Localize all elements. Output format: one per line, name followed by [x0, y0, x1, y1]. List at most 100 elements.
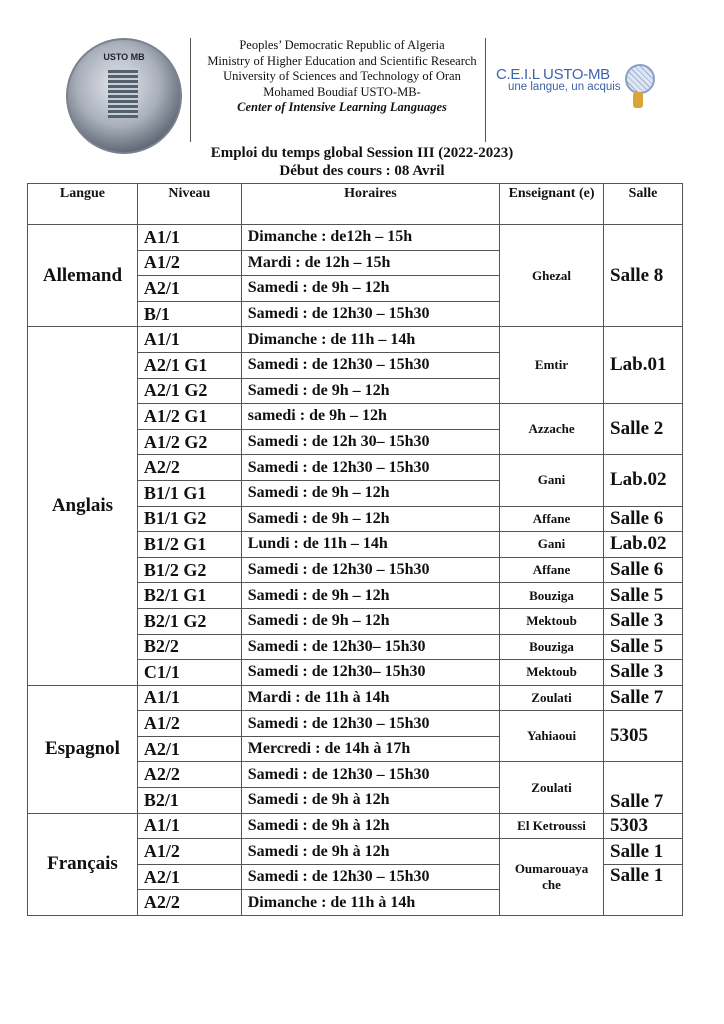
table-row: B/1 Samedi : de 12h30 – 15h30	[28, 300, 683, 328]
schedule-cell: samedi : de 9h – 12h	[240, 403, 501, 430]
ceil-slogan: une langue, un acquis	[508, 81, 621, 93]
schedule-cell: Samedi : de 9h – 12h	[240, 377, 501, 405]
room-cell: 5305	[603, 710, 683, 763]
level-cell: A1/2	[136, 249, 242, 277]
divider	[190, 38, 191, 142]
table-row: A2/2 Samedi : de 12h30 – 15h30 Zoulati Sall…	[28, 761, 683, 814]
room-cell: Salle 6	[603, 556, 683, 584]
header-line: Mohamed Boudiaf USTO-MB-	[263, 84, 421, 99]
level-cell: A2/1	[136, 735, 242, 763]
schedule-cell: Samedi : de 12h30 – 15h30	[240, 761, 501, 789]
room-cell: Lab.02	[603, 531, 683, 558]
schedule-cell: Mercredi : de 14h à 17h	[240, 735, 501, 763]
level-cell: A1/1	[136, 812, 242, 840]
schedule-cell: Samedi : de 12h30 – 15h30	[240, 710, 501, 737]
room-cell: Salle 6	[603, 505, 683, 533]
level-cell: A1/1	[136, 224, 242, 251]
level-cell: A2/1	[136, 863, 242, 891]
level-cell: A1/2 G1	[136, 403, 242, 430]
schedule-cell: Samedi : de 9h – 12h	[240, 479, 501, 507]
schedule-cell: Samedi : de 12h 30– 15h30	[240, 428, 501, 456]
table-row: Allemand A1/1 Dimanche : de12h – 15h Ghezal…	[27, 223, 683, 328]
level-cell: A2/1	[136, 275, 242, 302]
room-cell: Salle 5	[603, 633, 683, 661]
teacher-cell: Mektoub	[499, 607, 604, 635]
teacher-cell: Azzache	[499, 403, 604, 456]
atlas-figure-icon	[633, 92, 643, 108]
room-cell: Salle 2	[603, 403, 683, 456]
table-row: Anglais A1/1 Dimanche : de 11h – 14h Emtir L…	[27, 326, 683, 686]
table-row: A2/1 Samedi : de 9h – 12h	[28, 275, 683, 302]
table-row: C1/1 Samedi : de 12h30– 15h30 Mektoub Salle…	[28, 659, 683, 686]
header-niveau: Niveau	[136, 183, 242, 225]
level-cell: B2/1 G2	[136, 607, 242, 635]
header-salle: Salle	[603, 183, 683, 225]
teacher-cell: Bouziga	[499, 582, 604, 609]
language-cell: Espagnol	[27, 684, 138, 814]
level-cell: B1/1 G2	[136, 505, 242, 533]
table-row: A1/2 Mardi : de 12h – 15h	[28, 249, 683, 277]
schedule-cell: Samedi : de 9h à 12h	[240, 787, 501, 814]
header-langue: Langue	[27, 183, 138, 225]
schedule-cell: Samedi : de 9h à 12h	[240, 812, 501, 840]
level-cell: A1/2	[136, 838, 242, 865]
schedule-cell: Samedi : de 12h30– 15h30	[240, 659, 501, 686]
level-cell: A2/1 G1	[136, 351, 242, 379]
level-cell: A1/1	[136, 326, 242, 353]
table-row: B1/1 G2 Samedi : de 9h – 12h Affane Salle 6	[28, 505, 683, 533]
schedule-cell: Samedi : de 12h30 – 15h30	[240, 351, 501, 379]
room-cell: Salle 3	[603, 607, 683, 635]
language-cell: Allemand	[27, 223, 138, 328]
teacher-cell: Zoulati	[499, 761, 604, 814]
table-header-row: Langue Niveau Horaires Enseignant (e) Sa…	[27, 183, 683, 225]
language-cell: Anglais	[27, 326, 138, 686]
schedule-cell: Mardi : de 11h à 14h	[240, 684, 501, 712]
room-cell: Salle 7	[603, 684, 683, 712]
globe-icon	[625, 64, 655, 94]
level-cell: B1/2 G1	[136, 531, 242, 558]
table-row: A2/1 G1 Samedi : de 12h30 – 15h30	[28, 351, 683, 379]
institution-header: Peoples’ Democratic Republic of Algeria …	[200, 38, 484, 116]
room-cell: Salle 7	[603, 761, 683, 814]
level-cell: A2/2	[136, 889, 242, 917]
table-row: A2/2 Samedi : de 12h30 – 15h30 Gani Lab.02	[28, 454, 683, 507]
schedule-cell: Samedi : de 9h – 12h	[240, 582, 501, 609]
schedule-cell: Samedi : de 12h30 – 15h30	[240, 454, 501, 481]
teacher-cell: Ghezal	[499, 223, 604, 328]
page-title: Emploi du temps global Session III (2022…	[210, 145, 514, 161]
divider	[485, 38, 486, 142]
level-cell: B1/1 G1	[136, 479, 242, 507]
teacher-cell: Zoulati	[499, 684, 604, 712]
teacher-cell: Affane	[499, 505, 604, 533]
room-cell: Salle 1	[603, 838, 683, 865]
level-cell: B2/2	[136, 633, 242, 661]
level-cell: B2/1	[136, 787, 242, 814]
center-name: Center of Intensive Learning Languages	[237, 100, 447, 114]
table-row: B1/2 G1 Lundi : de 11h – 14h Gani Lab.02	[28, 531, 683, 558]
teacher-cell: Yahiaoui	[499, 710, 604, 763]
level-cell: B/1	[136, 300, 242, 328]
schedule-cell: Mardi : de 12h – 15h	[240, 249, 501, 277]
ceil-title: C.E.I.L USTO-MB	[496, 66, 610, 83]
table-row: A2/1 Mercredi : de 14h à 17h	[28, 735, 683, 763]
header-line: Peoples’ Democratic Republic of Algeria	[239, 38, 445, 52]
teacher-cell: Bouziga	[499, 633, 604, 661]
schedule-cell: Samedi : de 9h – 12h	[240, 505, 501, 533]
teacher-cell: Affane	[499, 556, 604, 584]
table-row: Français A1/1 Samedi : de 9h à 12h El Ketro…	[27, 812, 683, 917]
schedule-cell: Samedi : de 9h – 12h	[240, 607, 501, 635]
table-row: A1/2 Samedi : de 12h30 – 15h30 Yahiaoui 530…	[28, 710, 683, 763]
schedule-cell: Lundi : de 11h – 14h	[240, 531, 501, 558]
level-cell: A2/1 G2	[136, 377, 242, 405]
room-cell: Lab.01	[603, 326, 683, 405]
room-cell: Salle 5	[603, 582, 683, 609]
room-cell: 5303	[603, 812, 683, 840]
schedule-cell: Dimanche : de12h – 15h	[240, 224, 501, 251]
teacher-cell: Mektoub	[499, 659, 604, 686]
level-cell: A1/2	[136, 710, 242, 737]
schedule-cell: Samedi : de 12h30 – 15h30	[240, 863, 501, 891]
schedule-cell: Samedi : de 12h30 – 15h30	[240, 300, 501, 328]
table-row: B2/2 Samedi : de 12h30– 15h30 Bouziga Salle…	[28, 633, 683, 661]
teacher-cell: Emtir	[499, 326, 604, 405]
